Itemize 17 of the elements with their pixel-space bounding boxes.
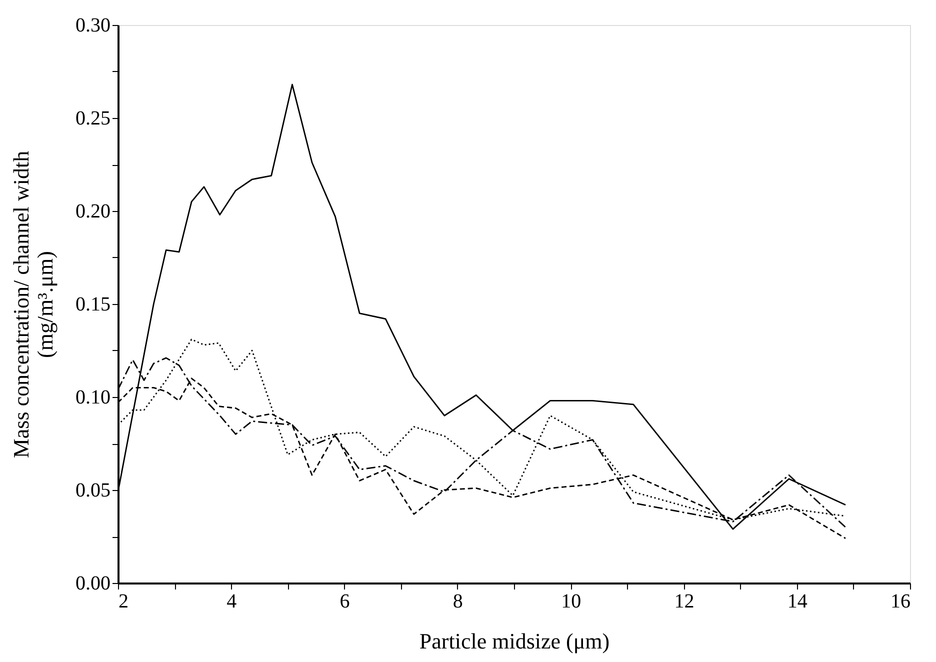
x-tick-label: 8 bbox=[452, 590, 463, 612]
y-axis-title: Mass concentration/ channel width (mg/m³.μm) bbox=[8, 150, 58, 458]
x-tick-label: 16 bbox=[890, 590, 910, 612]
y-tick-label: 0.30 bbox=[76, 14, 110, 36]
y-tick-label: 0.10 bbox=[76, 386, 110, 408]
x-axis-title: Particle midsize (μm) bbox=[419, 628, 610, 654]
x-tick-label: 6 bbox=[340, 590, 350, 612]
y-tick-label: 0.20 bbox=[76, 200, 110, 222]
x-tick-label: 2 bbox=[118, 590, 128, 612]
x-tick-label: 10 bbox=[561, 590, 582, 612]
y-tick-label: 0.05 bbox=[76, 480, 110, 502]
x-tick-label: 14 bbox=[787, 590, 808, 612]
x-tick-label: 4 bbox=[226, 590, 237, 612]
x-tick-label: 12 bbox=[674, 590, 694, 612]
y-tick-label: 0.25 bbox=[76, 108, 110, 130]
y-tick-label: 0.00 bbox=[76, 572, 110, 594]
y-tick-label: 0.15 bbox=[76, 294, 110, 316]
